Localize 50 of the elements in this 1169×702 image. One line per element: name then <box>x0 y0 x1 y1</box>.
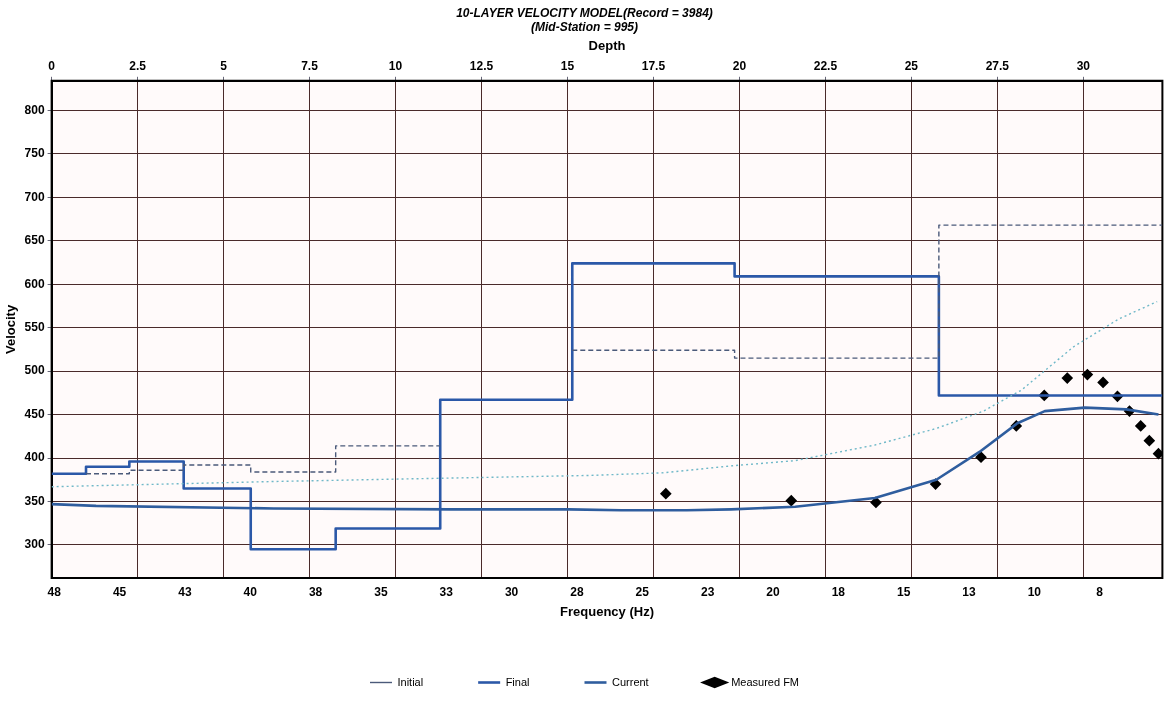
y-axis-title: Velocity <box>3 304 19 354</box>
x2-tick-label: 7.5 <box>301 58 319 73</box>
y-tick-label: 500 <box>24 363 45 378</box>
y-tick-label: 800 <box>24 102 45 117</box>
x2-tick-label: 20 <box>732 58 747 73</box>
y-tick-label: 550 <box>24 319 45 334</box>
x-tick-label: 48 <box>47 584 62 599</box>
x-tick-label: 45 <box>112 584 127 599</box>
x-tick-label: 20 <box>766 584 780 599</box>
x2-tick-label: 0 <box>48 58 56 73</box>
y-tick-label: 450 <box>24 406 45 421</box>
x2-tick-label: 25 <box>904 58 919 73</box>
x2-axis-title: Depth <box>588 38 626 54</box>
x-tick-label: 30 <box>504 584 519 599</box>
x-tick-label: 23 <box>700 584 715 599</box>
x2-tick-label: 15 <box>560 58 575 73</box>
x-tick-label: 25 <box>635 584 650 599</box>
x-tick-label: 43 <box>178 584 192 599</box>
x-tick-label: 35 <box>374 584 388 599</box>
x2-tick-label: 2.5 <box>129 58 147 73</box>
x2-tick-label: 5 <box>220 58 228 73</box>
x-tick-label: 40 <box>243 584 258 599</box>
x-tick-label: 8 <box>1096 584 1104 599</box>
y-tick-label: 350 <box>24 493 45 508</box>
legend-label: Final <box>505 675 530 688</box>
chart-title: 10-LAYER VELOCITY MODEL(Record = 3984) <box>456 5 713 20</box>
x-tick-label: 13 <box>962 584 976 599</box>
x2-tick-label: 27.5 <box>985 58 1010 73</box>
x2-tick-label: 22.5 <box>813 58 838 73</box>
y-tick-label: 750 <box>24 146 45 161</box>
y-tick-label: 300 <box>24 537 45 552</box>
x-tick-label: 10 <box>1027 584 1042 599</box>
x2-tick-label: 30 <box>1076 58 1091 73</box>
legend-label: Current <box>611 675 649 688</box>
legend-label: Measured FM <box>731 675 800 688</box>
y-tick-label: 700 <box>24 189 45 204</box>
x2-tick-label: 10 <box>388 58 403 73</box>
y-tick-label: 400 <box>24 450 45 465</box>
y-tick-label: 600 <box>24 276 45 291</box>
legend-label: Initial <box>397 675 424 688</box>
x-tick-label: 18 <box>831 584 846 599</box>
x-tick-label: 15 <box>896 584 911 599</box>
x2-tick-label: 17.5 <box>641 58 666 73</box>
y-tick-label: 650 <box>24 233 45 248</box>
chart-subtitle: (Mid-Station = 995) <box>530 19 639 34</box>
x-tick-label: 38 <box>308 584 323 599</box>
x-axis-title: Frequency (Hz) <box>560 603 654 619</box>
x-tick-label: 28 <box>570 584 584 599</box>
x-tick-label: 33 <box>439 584 454 599</box>
x2-tick-label: 12.5 <box>469 58 494 73</box>
